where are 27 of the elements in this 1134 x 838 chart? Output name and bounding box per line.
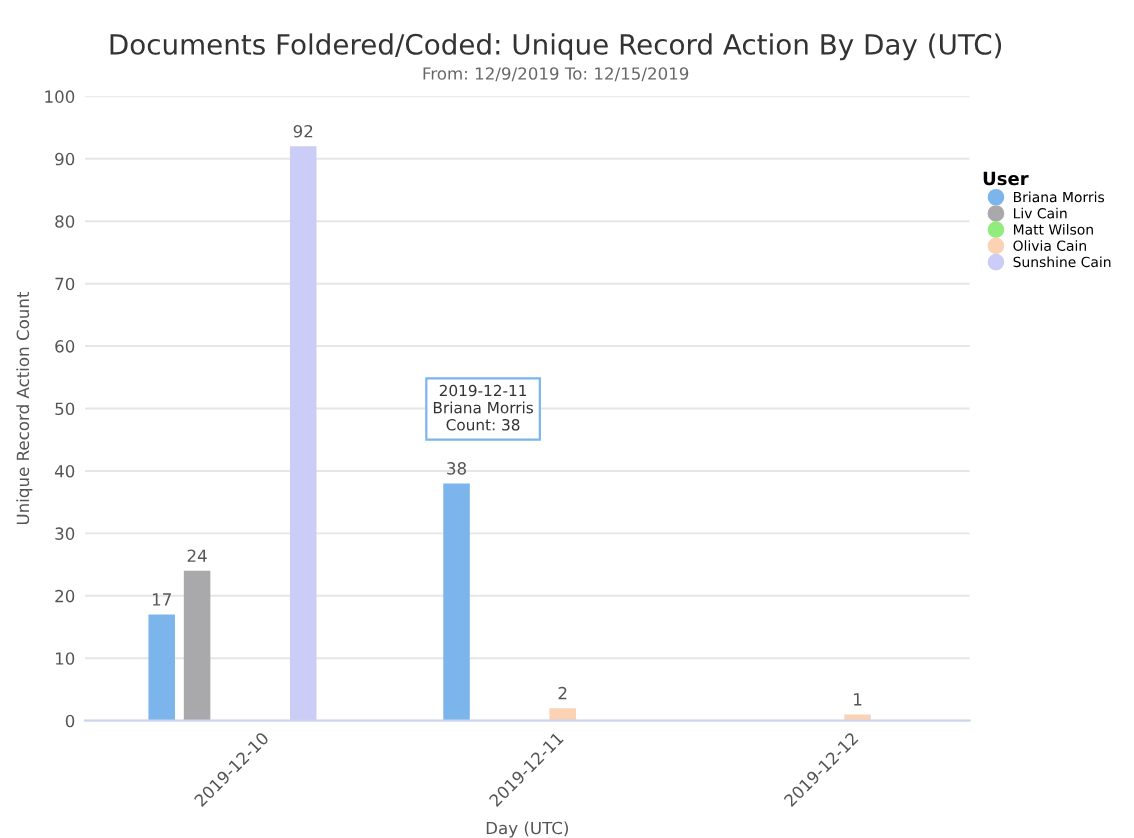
data-label: 92 bbox=[293, 124, 313, 138]
y-tick-label: 100 bbox=[45, 90, 75, 103]
y-tick-label: 40 bbox=[54, 464, 75, 478]
data-label: 24 bbox=[187, 549, 207, 562]
y-tick-label: 30 bbox=[55, 527, 75, 540]
y-tick-label: 0 bbox=[65, 714, 75, 728]
bar bbox=[443, 483, 470, 721]
data-label: 2 bbox=[558, 686, 567, 700]
chart-title: Documents Foldered/Coded: Unique Record Action By Day (UTC) bbox=[110, 33, 1002, 61]
y-tick-label: 50 bbox=[55, 402, 75, 416]
data-label: 38 bbox=[447, 462, 467, 475]
bar bbox=[183, 570, 211, 721]
y-axis-title: Unique Record Action Count bbox=[16, 291, 33, 525]
bar bbox=[549, 708, 576, 721]
data-label: 17 bbox=[152, 593, 171, 606]
chart-subtitle: From: 12/9/2019 To: 12/15/2019 bbox=[423, 67, 689, 82]
y-tick-label: 90 bbox=[55, 152, 75, 166]
y-tick-label: 70 bbox=[55, 277, 75, 291]
legend-title: User bbox=[983, 171, 1029, 186]
bar bbox=[148, 614, 175, 721]
data-label: 1 bbox=[854, 693, 862, 706]
y-tick-label: 80 bbox=[55, 215, 75, 228]
y-tick-label: 60 bbox=[55, 340, 75, 353]
y-tick-label: 10 bbox=[55, 652, 75, 665]
bar bbox=[844, 714, 871, 721]
x-axis-title: Day (UTC) bbox=[486, 821, 568, 838]
y-tick-label: 20 bbox=[55, 589, 75, 603]
